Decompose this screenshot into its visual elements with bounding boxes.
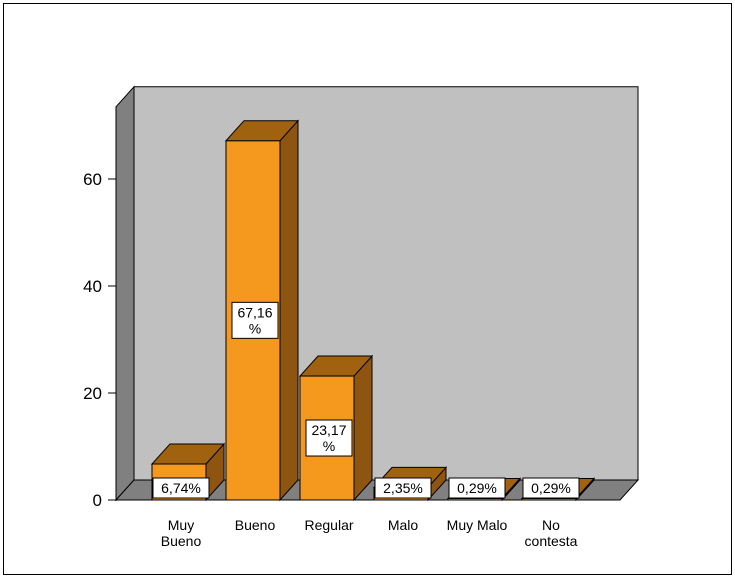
data-label-text: 2,35% — [383, 480, 423, 496]
x-tick-label: contesta — [525, 533, 578, 549]
bar-side — [353, 354, 373, 502]
data-label-box — [448, 477, 506, 499]
y-axis: 0 20 40 60 — [83, 106, 117, 510]
data-label: 2,35% — [374, 477, 432, 499]
data-label-text: % — [249, 320, 261, 336]
data-label-box — [231, 301, 279, 339]
data-label: 67,16% — [231, 301, 279, 339]
y-tick-label: 40 — [83, 277, 102, 296]
data-label-text: 0,29% — [531, 480, 571, 496]
x-tick-label: Bueno — [161, 533, 202, 549]
x-tick-label: Malo — [388, 517, 419, 533]
y-tick-label: 60 — [83, 170, 102, 189]
y-tick-label: 0 — [93, 491, 102, 510]
bar-top — [298, 355, 374, 377]
x-tick-label: Bueno — [235, 517, 276, 533]
data-label-text: 0,29% — [457, 480, 497, 496]
data-label-box — [522, 477, 580, 499]
back-wall — [133, 86, 639, 481]
x-tick-label: Muy — [168, 517, 194, 533]
data-label: 23,17% — [305, 419, 353, 457]
x-tick-label: Regular — [304, 517, 353, 533]
side-wall — [115, 85, 135, 502]
data-label-box — [152, 477, 210, 499]
data-label-text: 23,17 — [311, 422, 346, 438]
data-label-box — [374, 477, 432, 499]
bar-top — [224, 120, 300, 142]
data-labels: 6,74%67,16%23,17%2,35% 0,29% 0,29% — [152, 301, 580, 499]
bar-top — [150, 443, 226, 465]
x-tick-label: No — [542, 517, 560, 533]
data-label-text: % — [323, 438, 335, 454]
data-label-box — [305, 419, 353, 457]
x-tick-label: Muy Malo — [447, 517, 508, 533]
bar-side — [279, 119, 299, 502]
data-label-text: 6,74% — [161, 480, 201, 496]
y-tick-label: 20 — [83, 384, 102, 403]
data-label: 6,74% — [152, 477, 210, 499]
chart-walls — [114, 85, 640, 502]
data-label: 0,29% — [522, 477, 580, 499]
data-label-text: 67,16 — [237, 304, 272, 320]
data-label: 0,29% — [448, 477, 506, 499]
